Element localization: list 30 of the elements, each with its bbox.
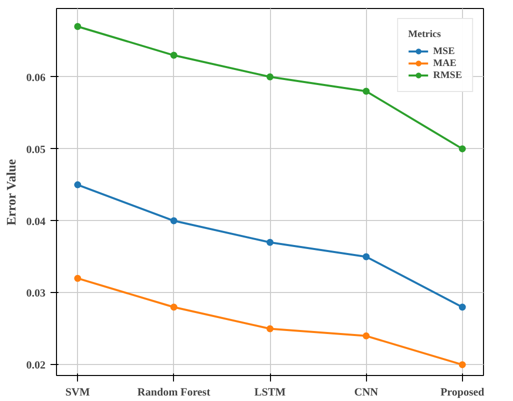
point (362, 332, 370, 340)
point (266, 73, 274, 80)
legend-label: RMSE (433, 69, 462, 81)
point (362, 88, 370, 95)
point (74, 181, 82, 188)
legend-label: MSE (433, 45, 455, 57)
y-tick-label: 0.04 (26, 216, 46, 228)
point (170, 52, 178, 59)
point (458, 304, 466, 311)
point (170, 217, 178, 224)
x-tick-label: LSTM (254, 386, 286, 398)
point (266, 238, 274, 246)
x-tick-label: SVM (65, 386, 90, 398)
point (362, 253, 370, 260)
legend-label: MAE (433, 57, 456, 69)
point (170, 304, 178, 311)
point (74, 274, 82, 282)
point (458, 361, 466, 368)
y-tick-label: 0.02 (26, 360, 46, 372)
point (266, 325, 274, 332)
point (458, 145, 466, 152)
y-tick-label: 0.03 (26, 288, 46, 300)
y-tick-label: 0.06 (26, 72, 46, 84)
point (74, 22, 82, 30)
x-tick-label: Proposed (440, 386, 484, 398)
x-tick-label: CNN (354, 386, 378, 398)
y-tick-label: 0.05 (26, 144, 46, 156)
x-tick-label: Random Forest (137, 386, 211, 398)
y-axis-title: Error Value (3, 158, 18, 226)
legend-title: Metrics (408, 29, 442, 40)
